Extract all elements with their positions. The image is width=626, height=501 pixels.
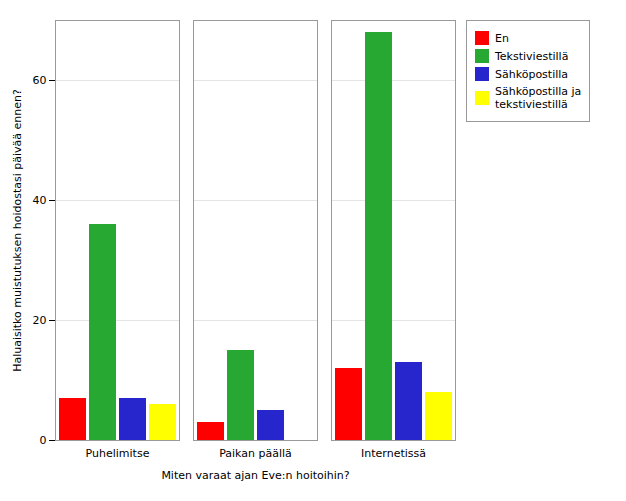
svg-text:60: 60 (33, 74, 47, 87)
svg-text:40: 40 (33, 194, 47, 207)
svg-text:Internetissä: Internetissä (361, 447, 426, 460)
svg-text:Puhelimitse: Puhelimitse (86, 447, 150, 460)
html-text:Tekstiviestillä: Tekstiviestillä (495, 49, 569, 63)
html-text:En: En (495, 31, 509, 45)
html-text:Sähköpostilla: Sähköpostilla (495, 67, 569, 81)
svg-text:20: 20 (33, 314, 47, 327)
svg-text:Paikan päällä: Paikan päällä (219, 447, 292, 460)
svg-text:Miten varaat ajan Eve:n hoitoi: Miten varaat ajan Eve:n hoitoihin? (161, 469, 349, 482)
svg-text:0: 0 (40, 434, 47, 447)
svg-text:Haluaisitko muistutuksen hoido: Haluaisitko muistutuksen hoidostasi päiv… (11, 89, 24, 372)
html-text:Sähköpostilla ja tekstiviestil: Sähköpostilla ja tekstiviestillä (495, 85, 582, 111)
